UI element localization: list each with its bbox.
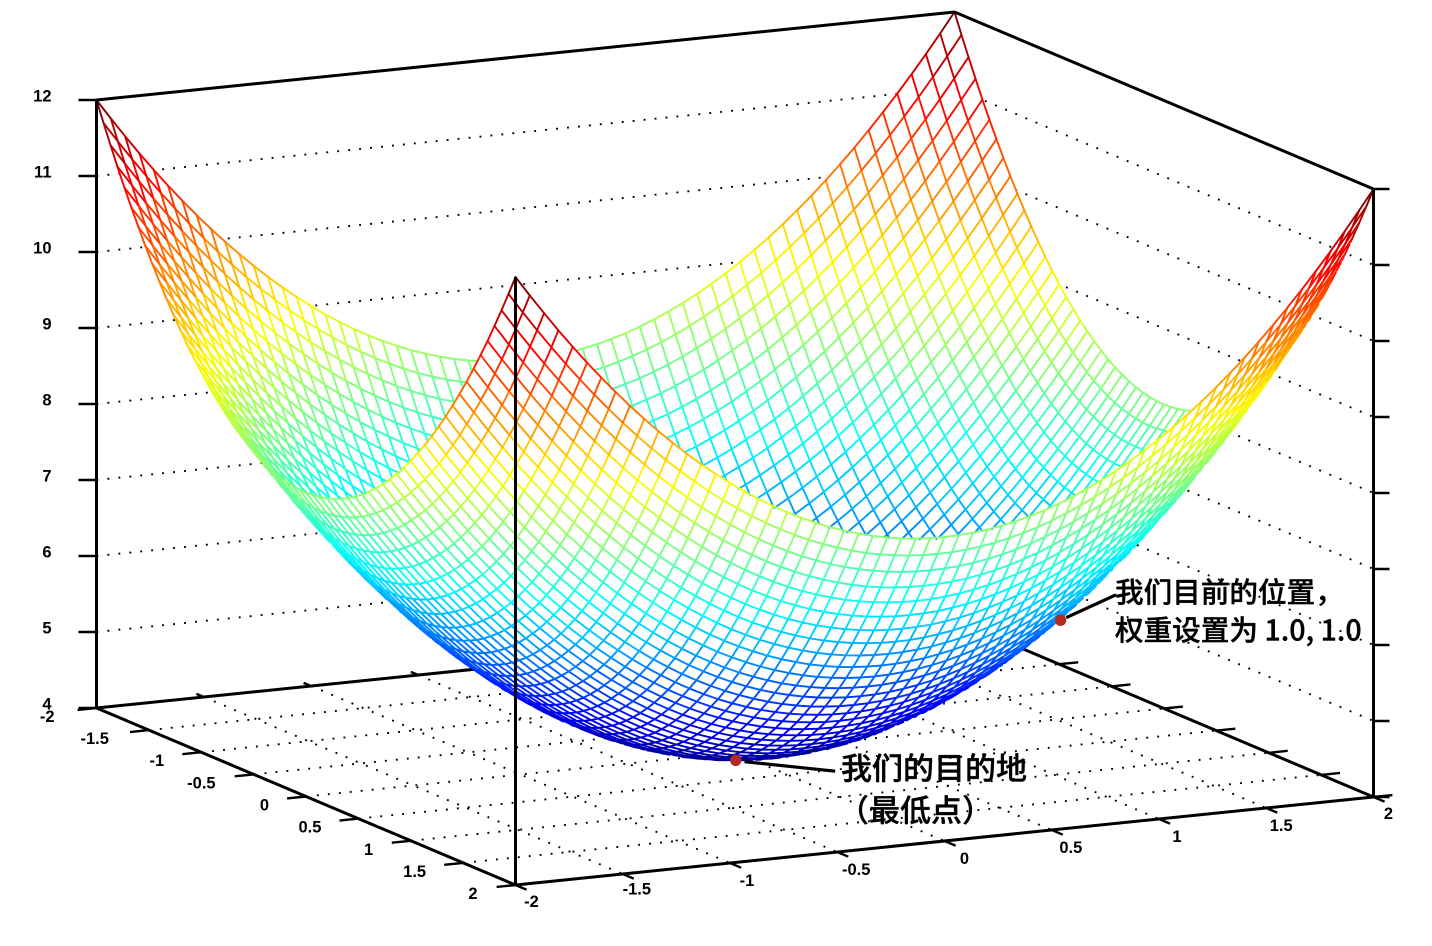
svg-text:-2: -2 [40, 708, 55, 726]
svg-text:1.5: 1.5 [1270, 817, 1293, 835]
svg-text:1.5: 1.5 [403, 863, 426, 881]
svg-text:4: 4 [42, 696, 52, 714]
svg-text:2: 2 [1384, 805, 1393, 823]
svg-text:-0.5: -0.5 [187, 774, 215, 792]
svg-text:-1.5: -1.5 [80, 730, 108, 748]
svg-text:0: 0 [260, 797, 269, 815]
svg-text:-1: -1 [150, 752, 165, 770]
svg-text:12: 12 [33, 88, 51, 106]
svg-text:1: 1 [1172, 828, 1181, 846]
svg-text:5: 5 [42, 620, 51, 638]
svg-text:-1.5: -1.5 [623, 881, 651, 899]
svg-text:-1: -1 [740, 872, 755, 890]
svg-text:0.5: 0.5 [1059, 839, 1082, 857]
svg-text:7: 7 [42, 468, 51, 486]
svg-text:-2: -2 [524, 893, 539, 911]
svg-text:0.5: 0.5 [298, 819, 321, 837]
svg-text:6: 6 [42, 544, 51, 562]
svg-text:11: 11 [34, 164, 51, 182]
svg-text:10: 10 [33, 240, 51, 258]
svg-text:8: 8 [42, 392, 51, 410]
svg-text:2: 2 [468, 885, 477, 903]
svg-text:9: 9 [42, 316, 51, 334]
svg-text:1: 1 [364, 841, 373, 859]
svg-text:-0.5: -0.5 [842, 861, 870, 879]
svg-text:0: 0 [960, 850, 969, 868]
